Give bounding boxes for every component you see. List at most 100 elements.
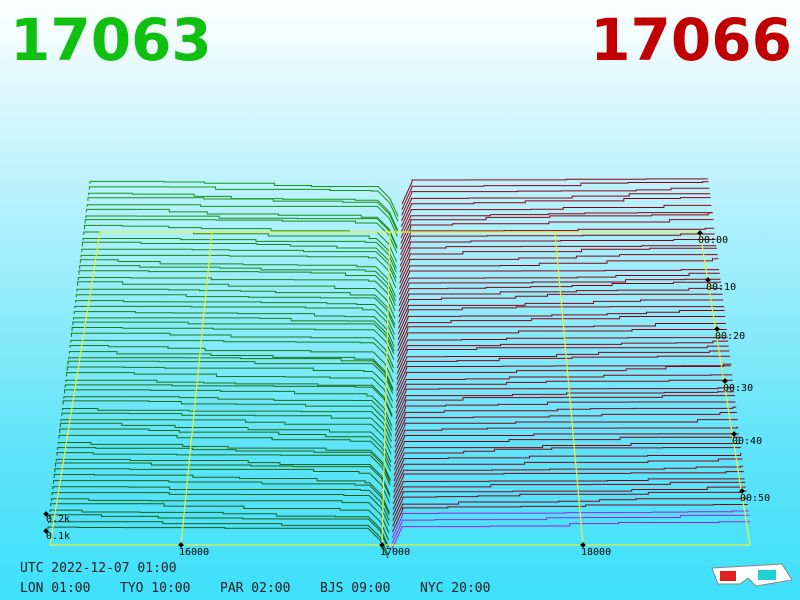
ask-depth-line: [395, 391, 735, 420]
ask-depth-line: [391, 521, 750, 550]
bid-depth-line: [60, 419, 392, 455]
grid-line: [381, 231, 391, 546]
bid-depth-line: [89, 180, 399, 217]
ask-depth-line: [398, 287, 722, 318]
bid-depth-line: [86, 208, 398, 248]
ask-depth-line: [397, 322, 726, 352]
bid-depth-line: [52, 486, 390, 521]
grid-line: [180, 231, 213, 546]
3d-glasses-toggle[interactable]: [711, 563, 793, 587]
bid-depth-line: [59, 422, 392, 463]
bid-depth-line: [84, 219, 398, 254]
bid-depth-line: [50, 498, 390, 533]
ask-depth-line: [394, 419, 738, 448]
tick-marker: [731, 431, 737, 437]
ask-depth-line: [395, 374, 733, 403]
ask-depth-line: [394, 401, 736, 431]
ask-depth-line: [396, 340, 728, 369]
volume-label: 0.1k: [46, 531, 70, 542]
ask-depth-line: [399, 233, 715, 261]
bid-depth-line: [81, 241, 397, 279]
price-label: 16000: [179, 547, 209, 558]
price-label: 17000: [380, 547, 410, 558]
bid-depth-line: [48, 521, 389, 556]
tick-marker: [714, 326, 720, 332]
bid-depth-line: [86, 204, 398, 237]
zone-time: NYC 20:00: [420, 581, 490, 596]
bid-depth-line: [57, 447, 391, 483]
ask-depth-line: [398, 281, 722, 312]
bid-depth-line: [79, 265, 396, 302]
ask-depth-line: [392, 498, 748, 527]
ask-depth-line: [395, 363, 732, 397]
bid-depth-line: [67, 360, 394, 394]
ask-depth-line: [400, 197, 711, 227]
bid-depth-line: [63, 396, 393, 431]
bid-depth-line: [81, 248, 397, 282]
bid-depth-line: [72, 317, 395, 352]
bid-depth-line: [47, 526, 389, 559]
ask-depth-line: [396, 345, 729, 374]
bid-depth-line: [48, 514, 389, 550]
ask-depth-line: [396, 365, 731, 391]
ask-depth-line: [399, 238, 716, 267]
volume-label: 0.2k: [46, 514, 70, 525]
bid-depth-line: [62, 400, 393, 437]
bid-depth-line: [66, 372, 393, 409]
ask-depth-line: [393, 471, 744, 499]
bid-depth-line: [87, 197, 398, 233]
bid-depth-line: [70, 339, 394, 373]
bid-price: 17063: [10, 6, 212, 74]
tick-marker: [697, 230, 703, 236]
bid-depth-line: [80, 254, 397, 289]
time-label: 00:10: [706, 282, 736, 293]
ask-depth-line: [397, 316, 726, 346]
ask-depth-line: [392, 478, 745, 504]
bid-depth-line: [85, 215, 398, 249]
ask-depth-line: [392, 481, 746, 510]
tick-marker: [580, 542, 586, 548]
tick-marker: [705, 277, 711, 283]
time-label: 00:00: [698, 235, 728, 246]
bid-depth-line: [79, 259, 397, 297]
ask-depth-line: [400, 212, 713, 244]
grid-line: [554, 231, 584, 546]
bid-depth-line: [53, 480, 390, 516]
tick-marker: [43, 511, 49, 517]
utc-time: UTC 2022-12-07 01:00: [20, 561, 177, 576]
bid-depth-line: [88, 186, 399, 222]
ask-price: 17066: [590, 6, 792, 74]
bid-depth-line: [76, 288, 396, 326]
ask-depth-line: [398, 269, 720, 295]
ask-depth-line: [393, 447, 742, 476]
ask-depth-line: [392, 486, 746, 516]
tick-marker: [739, 488, 745, 494]
tick-marker: [43, 528, 49, 534]
bid-depth-line: [54, 468, 391, 504]
depth-lines: [47, 178, 750, 559]
ask-depth-line: [395, 395, 735, 425]
ask-depth-line: [401, 181, 709, 210]
ask-depth-line: [396, 350, 730, 380]
ask-depth-line: [401, 193, 711, 222]
ask-depth-line: [401, 187, 710, 216]
ask-depth-line: [393, 443, 741, 471]
zone-time: LON 01:00: [20, 581, 90, 596]
bid-depth-line: [68, 357, 394, 392]
ask-depth-line: [400, 204, 712, 233]
zone-time: TYO 10:00: [120, 581, 190, 596]
bid-depth-line: [77, 276, 396, 312]
bid-depth-line: [82, 238, 397, 273]
ask-depth-line: [397, 306, 725, 335]
time-label: 00:30: [723, 383, 753, 394]
ask-depth-line: [399, 254, 718, 284]
ask-depth-line: [399, 258, 719, 290]
ask-depth-line: [394, 426, 739, 454]
bid-depth-line: [61, 412, 392, 449]
tick-marker: [379, 542, 385, 548]
bid-depth-line: [68, 351, 394, 390]
tick-marker: [178, 542, 184, 548]
ask-depth-line: [392, 504, 748, 533]
bid-depth-line: [55, 458, 391, 495]
